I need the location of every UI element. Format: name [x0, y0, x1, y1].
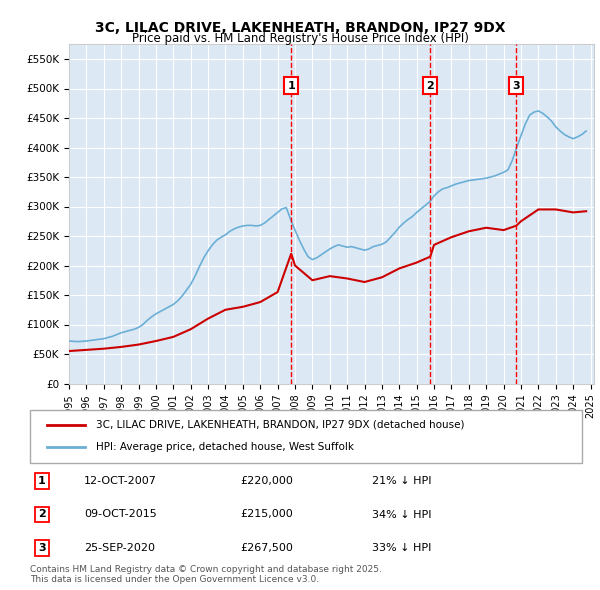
Text: 34% ↓ HPI: 34% ↓ HPI [372, 510, 431, 519]
Text: 25-SEP-2020: 25-SEP-2020 [84, 543, 155, 553]
Text: 1: 1 [38, 476, 46, 486]
Text: 1: 1 [287, 81, 295, 90]
Text: 3: 3 [38, 543, 46, 553]
Text: 09-OCT-2015: 09-OCT-2015 [84, 510, 157, 519]
Text: £220,000: £220,000 [240, 476, 293, 486]
Text: 21% ↓ HPI: 21% ↓ HPI [372, 476, 431, 486]
Text: 3C, LILAC DRIVE, LAKENHEATH, BRANDON, IP27 9DX (detached house): 3C, LILAC DRIVE, LAKENHEATH, BRANDON, IP… [96, 420, 465, 430]
Text: 12-OCT-2007: 12-OCT-2007 [84, 476, 157, 486]
Text: 2: 2 [427, 81, 434, 90]
Text: 2: 2 [38, 510, 46, 519]
Text: Price paid vs. HM Land Registry's House Price Index (HPI): Price paid vs. HM Land Registry's House … [131, 32, 469, 45]
Text: 3: 3 [512, 81, 520, 90]
Text: HPI: Average price, detached house, West Suffolk: HPI: Average price, detached house, West… [96, 442, 354, 452]
Text: 3C, LILAC DRIVE, LAKENHEATH, BRANDON, IP27 9DX: 3C, LILAC DRIVE, LAKENHEATH, BRANDON, IP… [95, 21, 505, 35]
FancyBboxPatch shape [30, 410, 582, 463]
Text: 33% ↓ HPI: 33% ↓ HPI [372, 543, 431, 553]
Text: £215,000: £215,000 [240, 510, 293, 519]
Text: £267,500: £267,500 [240, 543, 293, 553]
Text: Contains HM Land Registry data © Crown copyright and database right 2025.
This d: Contains HM Land Registry data © Crown c… [30, 565, 382, 584]
